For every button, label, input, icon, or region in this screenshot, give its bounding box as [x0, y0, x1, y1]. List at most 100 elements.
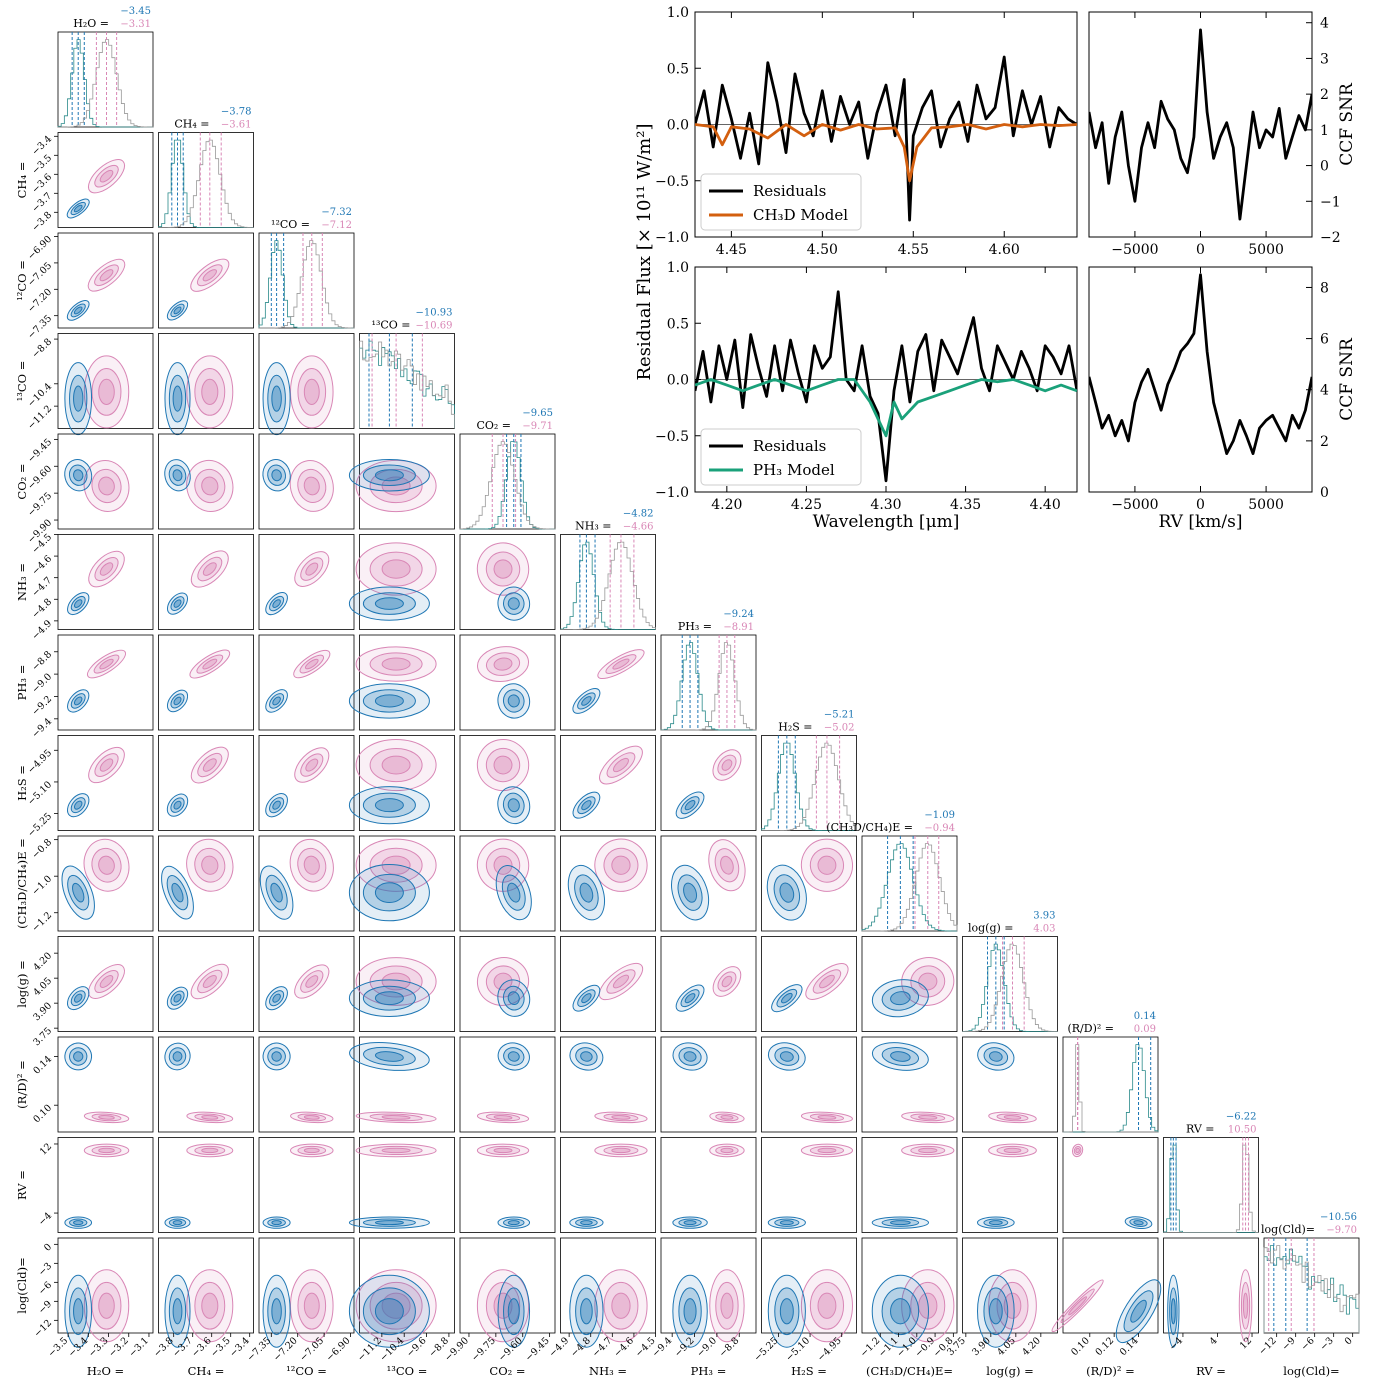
panel-frame [158, 835, 254, 932]
param-label: RV = [1186, 1123, 1215, 1136]
contour-panel-10-4 [459, 1036, 556, 1133]
hist-title: 0.14 0.09 (R/D)² = [1067, 1011, 1156, 1035]
contour-pink [712, 749, 742, 781]
contour-blue [672, 1274, 708, 1348]
contour-blue [983, 1287, 1009, 1336]
contour-blue [164, 1042, 191, 1071]
contour-pink [86, 649, 127, 679]
contour-panel-10-0: 0.14 0.10(R/D)² = [15, 1036, 154, 1133]
hist-title: −3.78 −3.61 CH₄ = [174, 107, 251, 131]
contour-blue [73, 599, 83, 608]
contour-blue [502, 689, 525, 713]
contour-blue [575, 1047, 598, 1066]
contour-panel-10-8 [861, 1036, 958, 1133]
y-axis-label: H₂S = [15, 765, 29, 801]
y-axis-label: NH₃ = [15, 563, 29, 601]
hist-title: −9.65 −9.71 CO₂ = [476, 408, 553, 432]
y-axis-label: CH₄ = [15, 162, 29, 199]
contour-blue [69, 1047, 88, 1066]
contour-blue [507, 1051, 520, 1062]
contour-panel-10-7 [761, 1036, 857, 1133]
panel-frame [359, 634, 455, 731]
contour-blue [988, 1220, 1003, 1226]
y-axis-label: ¹³CO = [15, 361, 29, 402]
y-tick-label: 4 [1320, 16, 1329, 32]
panel-frame [258, 835, 355, 932]
contour-blue [267, 1218, 286, 1227]
y-axis-label: (CH₃D/CH₄)E = [15, 838, 29, 929]
contour-panel-11-6 [660, 1137, 757, 1233]
contour-pink [91, 1281, 122, 1330]
panel-frame [660, 835, 757, 932]
contour-blue [881, 1287, 920, 1336]
panel-frame [57, 534, 154, 630]
hist-blue [560, 541, 656, 630]
contour-blue [73, 696, 83, 706]
contour-pink [809, 1281, 845, 1330]
contour-blue [348, 458, 430, 492]
contour-blue [166, 986, 189, 1010]
hist-panel-11: −6.22 10.50 RV = [1163, 1112, 1259, 1233]
contour-blue [580, 1220, 593, 1226]
y-tick-label: 8 [1320, 280, 1329, 296]
contour-pink [597, 649, 645, 680]
contour-blue [678, 1218, 702, 1227]
contour-blue [265, 689, 288, 713]
hist-pink [1263, 1245, 1360, 1333]
contour-blue [569, 1274, 604, 1348]
contour-blue [164, 1274, 191, 1348]
series-model [1089, 273, 1312, 456]
contour-pink [910, 965, 946, 998]
contour-blue [781, 992, 793, 1004]
contour-pink [599, 745, 643, 785]
contour-pink [381, 755, 411, 775]
hist-panel-10: 0.14 0.09 (R/D)² = [1062, 1011, 1159, 1133]
contour-pink [83, 355, 130, 429]
contour-panel-10-9 [962, 1036, 1058, 1133]
contour-pink [98, 476, 115, 496]
panel-frame [359, 333, 455, 429]
pink-median: −5.02 [824, 723, 855, 734]
contour-pink [83, 1269, 130, 1343]
contour-pink [83, 1143, 130, 1158]
panel-frame [1062, 1237, 1159, 1334]
contour-blue [684, 993, 696, 1004]
contour-blue [767, 1274, 806, 1348]
contour-blue [988, 1051, 1003, 1062]
pink-median: −0.94 [924, 823, 955, 834]
panel-frame [459, 1237, 556, 1334]
param-label: log(Cld)= [1261, 1223, 1315, 1236]
hist-panel-8: −1.09 −0.94 (CH₃D/CH₄)E = [826, 810, 958, 932]
x-axis-label: RV = [1196, 1364, 1226, 1378]
contour-blue [267, 374, 286, 423]
contour-blue [265, 986, 288, 1011]
contour-blue [497, 1274, 531, 1348]
contour-pink [485, 1281, 521, 1330]
hist-pink [259, 240, 355, 329]
contour-pink [485, 551, 521, 587]
contour-pink [91, 468, 122, 504]
contour-pink [1003, 1292, 1022, 1319]
contour-pink [603, 847, 639, 883]
x-axis-label: ¹³CO = [387, 1364, 428, 1378]
series-residuals [695, 55, 1077, 222]
contour-pink [493, 1115, 513, 1120]
contour-pink [201, 1147, 219, 1154]
contour-pink [594, 838, 648, 892]
y-tick-label: −1.0 [655, 485, 689, 501]
x-tick-label: 4.40 [1030, 497, 1061, 513]
contour-blue [164, 362, 191, 436]
y-tick-label: −1 [1320, 194, 1341, 210]
contour-blue [272, 599, 281, 608]
pink-median: −9.71 [522, 421, 553, 432]
x-axis-label: (CH₃D/CH₄)E= [866, 1364, 953, 1378]
contour-panel-9-0: 4.204.053.903.75 log(g) = [15, 936, 154, 1048]
contour-panel-7-2 [258, 735, 355, 831]
contour-blue [262, 362, 291, 436]
x-tick-label: −1.2 [858, 1335, 882, 1359]
contour-blue [1130, 1299, 1147, 1323]
y-tick-label: −3.6 [30, 172, 54, 196]
contour-panel-9-5 [560, 936, 656, 1032]
contour-pink [611, 855, 631, 875]
